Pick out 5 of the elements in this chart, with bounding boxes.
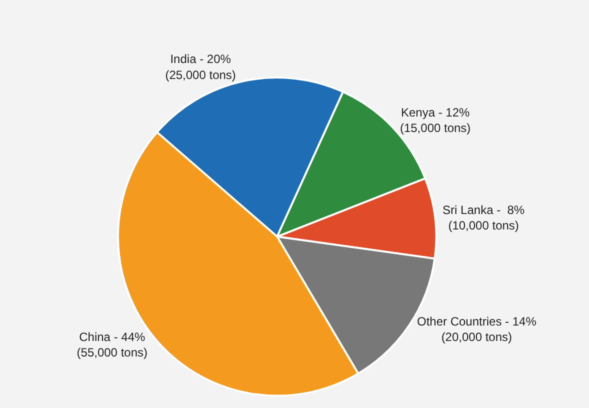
slice-label: Kenya - 12% (15,000 tons) — [400, 105, 471, 135]
slice-label: China - 44% (55,000 tons) — [76, 330, 148, 360]
slice-label: Sri Lanka - 8% (10,000 tons) — [442, 202, 525, 233]
slice-label: Other Countries - 14% (20,000 tons) — [416, 314, 537, 344]
slice-label: India - 20% (25,000 tons) — [165, 52, 236, 82]
